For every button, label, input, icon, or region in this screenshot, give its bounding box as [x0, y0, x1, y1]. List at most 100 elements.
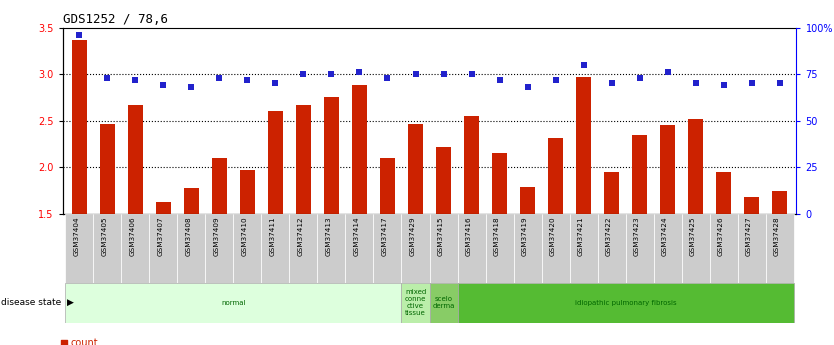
Bar [212, 158, 227, 214]
Bar [345, 214, 374, 283]
Text: disease state  ▶: disease state ▶ [1, 298, 73, 307]
Text: GSM37412: GSM37412 [298, 216, 304, 256]
Bar [401, 214, 430, 283]
Point [157, 82, 170, 88]
Bar [296, 105, 311, 214]
Text: GSM37405: GSM37405 [102, 216, 108, 256]
Text: GSM37415: GSM37415 [438, 216, 444, 256]
Point [493, 77, 506, 82]
Point [409, 71, 422, 77]
Point [773, 81, 786, 86]
Text: GSM37406: GSM37406 [129, 216, 135, 256]
Text: GSM37409: GSM37409 [214, 216, 219, 256]
Text: normal: normal [221, 300, 246, 306]
Text: GSM37422: GSM37422 [605, 216, 611, 256]
Point [381, 75, 394, 81]
Point [101, 75, 114, 81]
Text: GSM37417: GSM37417 [381, 216, 388, 256]
Bar [352, 85, 367, 214]
Text: mixed
conne
ctive
tissue: mixed conne ctive tissue [404, 289, 426, 316]
Bar [324, 97, 339, 214]
Bar [149, 214, 178, 283]
Bar [492, 153, 507, 214]
Text: GSM37426: GSM37426 [717, 216, 724, 256]
Bar [239, 170, 255, 214]
Text: GSM37411: GSM37411 [269, 216, 275, 256]
Bar [261, 214, 289, 283]
Text: GSM37410: GSM37410 [241, 216, 248, 256]
Bar [65, 214, 93, 283]
Point [689, 81, 702, 86]
Bar [100, 124, 115, 214]
Text: GSM37407: GSM37407 [158, 216, 163, 256]
Bar [65, 283, 401, 323]
Bar [128, 105, 143, 214]
Bar [598, 214, 626, 283]
Point [238, 121, 251, 127]
Bar [289, 214, 318, 283]
Text: GSM37414: GSM37414 [354, 216, 359, 256]
Text: GSM37425: GSM37425 [690, 216, 696, 256]
Bar [122, 214, 149, 283]
Bar [401, 283, 430, 323]
Bar [710, 214, 737, 283]
Text: idiopathic pulmonary fibrosis: idiopathic pulmonary fibrosis [575, 300, 676, 306]
Text: GSM37427: GSM37427 [746, 216, 751, 256]
Point [128, 77, 142, 82]
Point [213, 75, 226, 81]
Bar [660, 125, 676, 214]
Text: GSM37420: GSM37420 [550, 216, 555, 256]
Bar [458, 283, 794, 323]
Bar [436, 147, 451, 214]
Bar [72, 40, 87, 214]
Point [73, 32, 86, 38]
Point [717, 82, 731, 88]
Text: GSM37428: GSM37428 [774, 216, 780, 256]
Bar [772, 190, 787, 214]
Point [269, 81, 282, 86]
Text: GSM37418: GSM37418 [494, 216, 500, 256]
Text: count: count [71, 338, 98, 345]
Point [661, 70, 674, 75]
Point [297, 71, 310, 77]
Point [465, 71, 478, 77]
Text: GSM37419: GSM37419 [521, 216, 528, 256]
Text: GSM37408: GSM37408 [185, 216, 192, 256]
Bar [575, 77, 591, 214]
Bar [205, 214, 234, 283]
Point [437, 71, 450, 77]
Text: GSM37424: GSM37424 [661, 216, 667, 256]
Point [521, 85, 535, 90]
Point [605, 81, 618, 86]
Bar [570, 214, 598, 283]
Bar [183, 188, 199, 214]
Text: GSM37416: GSM37416 [465, 216, 471, 256]
Bar [514, 214, 541, 283]
Bar [458, 214, 485, 283]
Bar [688, 119, 703, 214]
Point [633, 75, 646, 81]
Point [745, 81, 758, 86]
Bar [520, 187, 535, 214]
Text: GSM37413: GSM37413 [325, 216, 331, 256]
Text: GSM37423: GSM37423 [634, 216, 640, 256]
Bar [541, 214, 570, 283]
Bar [234, 214, 261, 283]
Text: GSM37429: GSM37429 [409, 216, 415, 256]
Text: GDS1252 / 78,6: GDS1252 / 78,6 [63, 13, 168, 27]
Bar [632, 135, 647, 214]
Bar [548, 138, 563, 214]
Bar [93, 214, 122, 283]
Bar [766, 214, 794, 283]
Bar [430, 283, 458, 323]
Bar [374, 214, 401, 283]
Bar [485, 214, 514, 283]
Point [185, 85, 198, 90]
Bar [268, 111, 284, 214]
Bar [318, 214, 345, 283]
Bar [716, 172, 731, 214]
Point [353, 70, 366, 75]
Point [324, 71, 338, 77]
Text: GSM37404: GSM37404 [73, 216, 79, 256]
Bar [408, 125, 423, 214]
